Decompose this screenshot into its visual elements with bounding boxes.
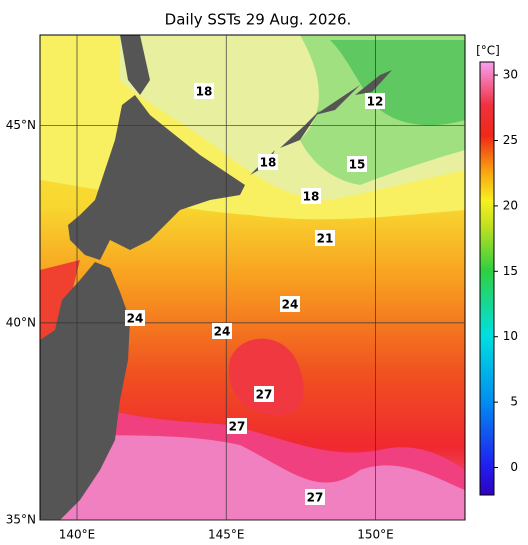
contour-label: 18	[196, 85, 213, 99]
contour-label-box	[280, 296, 300, 312]
contour-label-box	[227, 418, 247, 434]
title: Daily SSTs 29 Aug. 2026.	[165, 11, 352, 29]
land-sakhalin	[120, 35, 150, 95]
contour-label-box	[212, 323, 232, 339]
contour-label: 15	[349, 158, 366, 172]
colorbar	[479, 61, 495, 496]
contour-label: 27	[256, 388, 273, 402]
warm-eddy	[229, 338, 304, 416]
contour-label-box	[305, 489, 325, 505]
colorbar-tick-label: 0	[510, 460, 518, 474]
lat-label: 40°N	[6, 315, 36, 329]
lon-label: 140°E	[59, 528, 96, 542]
contour-label: 12	[367, 95, 384, 109]
land-hokkaido	[68, 95, 245, 260]
colorbar-tick-label: 10	[503, 329, 518, 343]
contour-label-box	[254, 386, 274, 402]
colorbar-tick-label: 30	[503, 68, 518, 82]
colorbar-tick-label: 15	[503, 264, 518, 278]
contour-label-box	[125, 310, 145, 326]
colorbar-tick-label: 5	[510, 395, 518, 409]
contour-label: 24	[127, 312, 144, 326]
colorbar-tick-label: 20	[503, 198, 518, 212]
lon-label: 150°E	[357, 528, 394, 542]
lat-label: 45°N	[6, 118, 36, 132]
map-area	[40, 35, 465, 520]
contour-label-box	[315, 230, 335, 246]
contour-label: 18	[303, 190, 320, 204]
coldest-region	[330, 40, 465, 126]
hottest-band	[40, 430, 465, 520]
contour-label: 27	[229, 420, 246, 434]
contour-label-box	[258, 154, 278, 170]
contour-label: 24	[214, 325, 231, 339]
contour-label-box	[301, 188, 321, 204]
lat-label: 35°N	[6, 513, 36, 527]
contour-label-box	[194, 83, 214, 99]
contour-label: 18	[260, 156, 277, 170]
lon-label: 145°E	[208, 528, 245, 542]
contour-label: 24	[282, 298, 299, 312]
colorbar-unit: [°C]	[476, 44, 500, 58]
contour-label: 27	[307, 491, 324, 505]
colorbar-tick-label: 25	[503, 133, 518, 147]
land-honshu	[40, 262, 130, 520]
contour-label-box	[365, 93, 385, 109]
contour-label: 21	[317, 232, 334, 246]
contour-label-box	[347, 156, 367, 172]
